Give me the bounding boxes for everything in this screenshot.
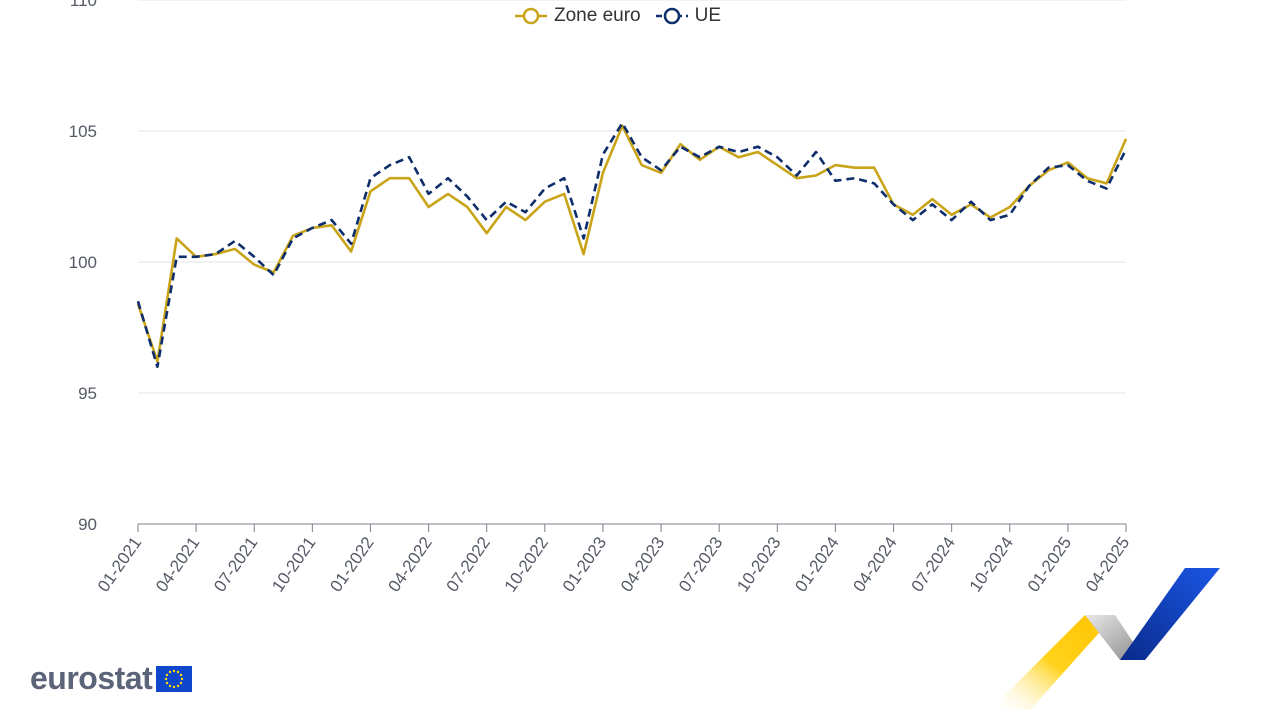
x-tick-label: 01-2024 [791, 533, 842, 595]
y-tick-label: 110 [70, 0, 97, 10]
x-tick-label: 04-2023 [617, 533, 668, 595]
x-tick-label: 10-2023 [733, 533, 784, 595]
legend-item-zone-euro[interactable]: Zone euro [514, 5, 641, 27]
x-tick-label: 07-2024 [908, 533, 959, 595]
logo-text: eurostat [30, 660, 153, 696]
decorative-ribbon-icon [990, 568, 1220, 710]
x-tick-label: 04-2022 [385, 533, 436, 595]
series-lines [136, 121, 1128, 369]
x-tick-label: 07-2022 [443, 533, 494, 595]
y-tick-label: 95 [78, 384, 97, 403]
x-tick-label: 07-2023 [675, 533, 726, 595]
legend-label-ue: UE [694, 5, 722, 26]
eurostat-logo: eurostat [30, 660, 193, 697]
x-tick-label: 10-2021 [268, 533, 319, 595]
y-tick-label: 90 [78, 515, 97, 534]
x-tick-label: 07-2021 [210, 533, 261, 595]
legend-item-ue[interactable]: UE [655, 5, 721, 27]
x-tick-label: 01-2023 [559, 533, 610, 595]
x-tick-label: 04-2021 [152, 533, 203, 595]
legend-label-zone-euro: Zone euro [554, 5, 641, 26]
series-line-zone-euro[interactable] [136, 124, 1128, 363]
legend: Zone euro UE [514, 5, 735, 27]
x-tick-label: 10-2022 [501, 533, 552, 595]
x-tick-label: 01-2022 [326, 533, 377, 595]
x-axis: 01-2021 04-2021 07-2021 10-2021 01-2022 04-20… [94, 523, 1133, 595]
series-line-ue[interactable] [136, 121, 1128, 369]
y-tick-label: 100 [69, 253, 97, 272]
eu-flag-icon [156, 665, 193, 692]
legend-marker-ue-icon [655, 7, 688, 25]
legend-marker-zone-euro-icon [515, 7, 547, 25]
grid-lines [138, 0, 1126, 394]
y-tick-label: 105 [69, 122, 97, 141]
y-axis: 90 95 100 105 110 [69, 0, 97, 534]
x-tick-label: 01-2021 [94, 533, 145, 595]
x-tick-label: 04-2024 [849, 533, 900, 595]
